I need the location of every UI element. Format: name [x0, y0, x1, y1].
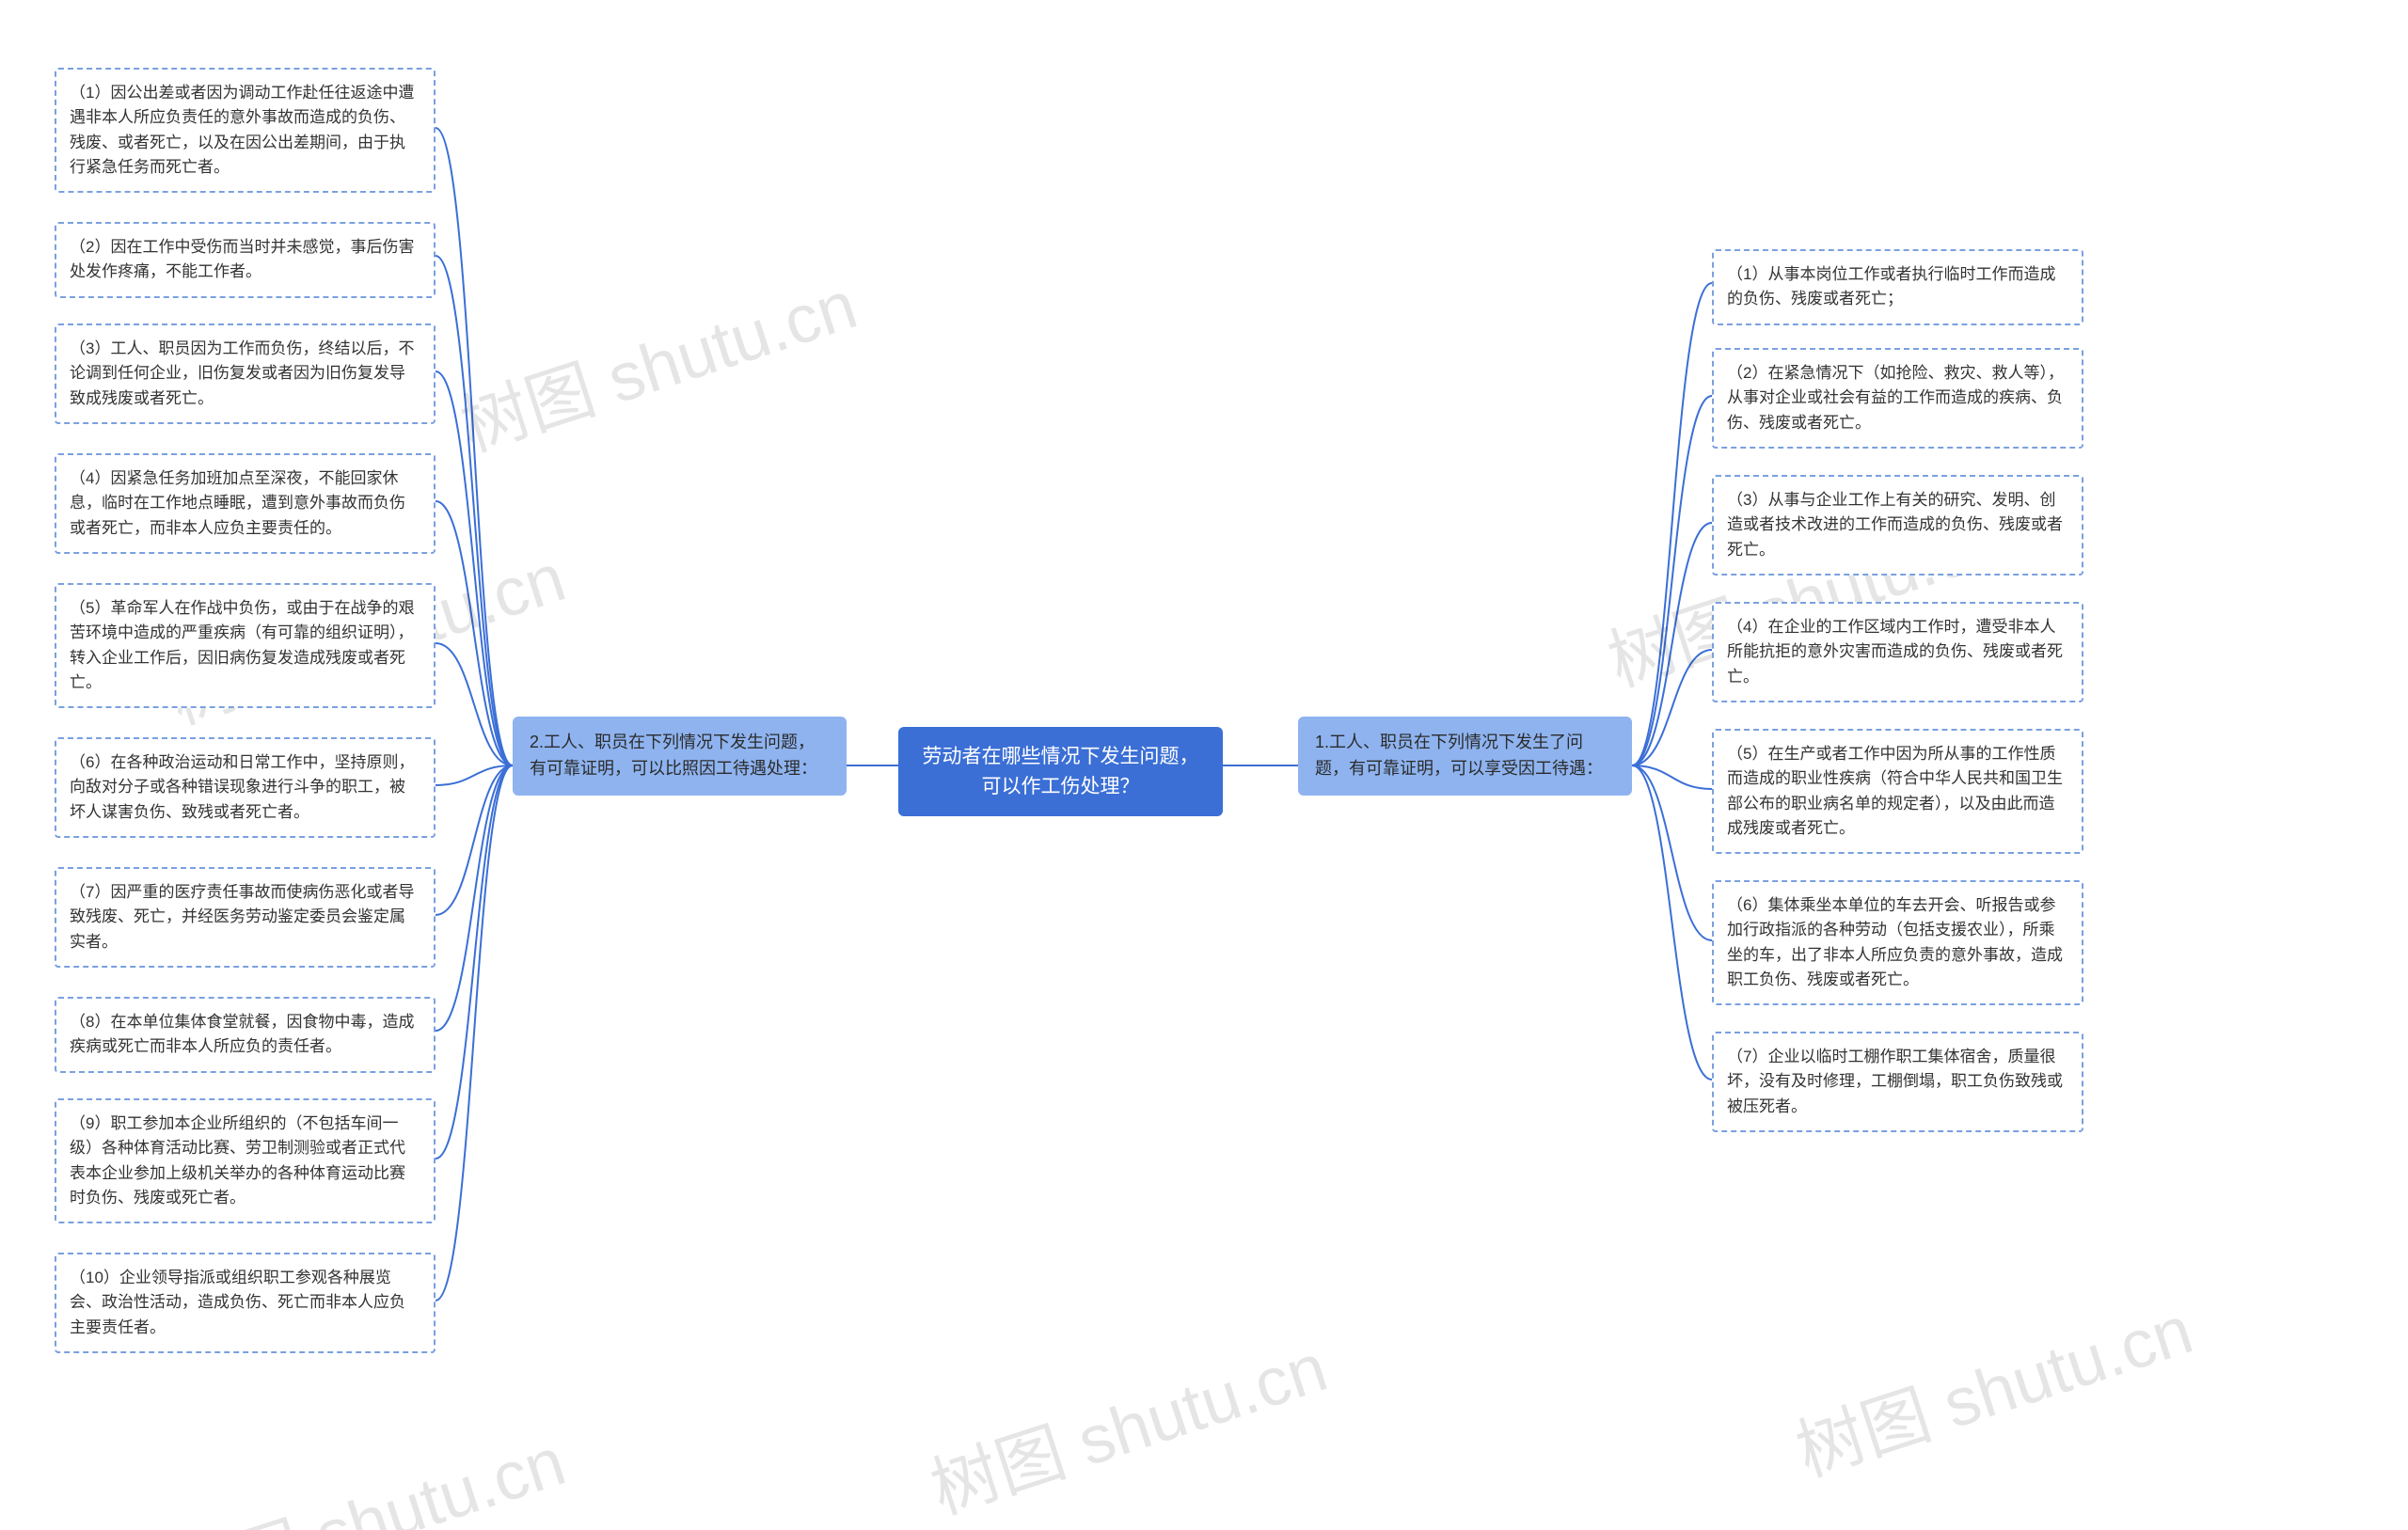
leaf-right-3[interactable]: （3）从事与企业工作上有关的研究、发明、创造或者技术改进的工作而造成的负伤、残废…: [1712, 475, 2083, 576]
watermark: 树图 shutu.cn: [154, 1406, 575, 1530]
leaf-left-1[interactable]: （1）因公出差或者因为调动工作赴任往返途中遭遇非本人所应负责任的意外事故而造成的…: [55, 68, 436, 193]
leaf-right-7[interactable]: （7）企业以临时工棚作职工集体宿舍，质量很坏，没有及时修理，工棚倒塌，职工负伤致…: [1712, 1032, 2083, 1132]
leaf-left-4[interactable]: （4）因紧急任务加班加点至深夜，不能回家休息，临时在工作地点睡眠，遭到意外事故而…: [55, 453, 436, 554]
leaf-right-6[interactable]: （6）集体乘坐本单位的车去开会、听报告或参加行政指派的各种劳动（包括支援农业），…: [1712, 880, 2083, 1005]
leaf-left-7[interactable]: （7）因严重的医疗责任事故而使病伤恶化或者导致残废、死亡，并经医务劳动鉴定委员会…: [55, 867, 436, 968]
leaf-left-9[interactable]: （9）职工参加本企业所组织的（不包括车间一级）各种体育活动比赛、劳卫制测验或者正…: [55, 1098, 436, 1223]
mindmap-canvas: 树图 shutu.cn 树图 shutu.cn 树图 shutu.cn 树图 s…: [0, 0, 2408, 1530]
leaf-left-3[interactable]: （3）工人、职员因为工作而负伤，终结以后，不论调到任何企业，旧伤复发或者因为旧伤…: [55, 323, 436, 424]
watermark: 树图 shutu.cn: [446, 249, 866, 470]
leaf-right-1[interactable]: （1）从事本岗位工作或者执行临时工作而造成的负伤、残废或者死亡；: [1712, 249, 2083, 325]
leaf-right-5[interactable]: （5）在生产或者工作中因为所从事的工作性质而造成的职业性疾病（符合中华人民共和国…: [1712, 729, 2083, 854]
leaf-right-2[interactable]: （2）在紧急情况下（如抢险、救灾、救人等），从事对企业或社会有益的工作而造成的疾…: [1712, 348, 2083, 449]
leaf-left-10[interactable]: （10）企业领导指派或组织职工参观各种展览会、政治性活动，造成负伤、死亡而非本人…: [55, 1253, 436, 1353]
leaf-left-5[interactable]: （5）革命军人在作战中负伤，或由于在战争的艰苦环境中造成的严重疾病（有可靠的组织…: [55, 583, 436, 708]
leaf-left-2[interactable]: （2）因在工作中受伤而当时并未感觉，事后伤害处发作疼痛，不能工作者。: [55, 222, 436, 298]
leaf-right-4[interactable]: （4）在企业的工作区域内工作时，遭受非本人所能抗拒的意外灾害而造成的负伤、残废或…: [1712, 602, 2083, 702]
watermark: 树图 shutu.cn: [1782, 1274, 2202, 1495]
branch-right[interactable]: 1.工人、职员在下列情况下发生了问题，有可靠证明，可以享受因工待遇：: [1298, 717, 1632, 796]
root-node[interactable]: 劳动者在哪些情况下发生问题，可以作工伤处理？: [898, 727, 1223, 816]
leaf-left-6[interactable]: （6）在各种政治运动和日常工作中，坚持原则，向敌对分子或各种错误现象进行斗争的职…: [55, 737, 436, 838]
watermark: 树图 shutu.cn: [916, 1312, 1337, 1530]
branch-left[interactable]: 2.工人、职员在下列情况下发生问题，有可靠证明，可以比照因工待遇处理：: [513, 717, 847, 796]
leaf-left-8[interactable]: （8）在本单位集体食堂就餐，因食物中毒，造成疾病或死亡而非本人所应负的责任者。: [55, 997, 436, 1073]
